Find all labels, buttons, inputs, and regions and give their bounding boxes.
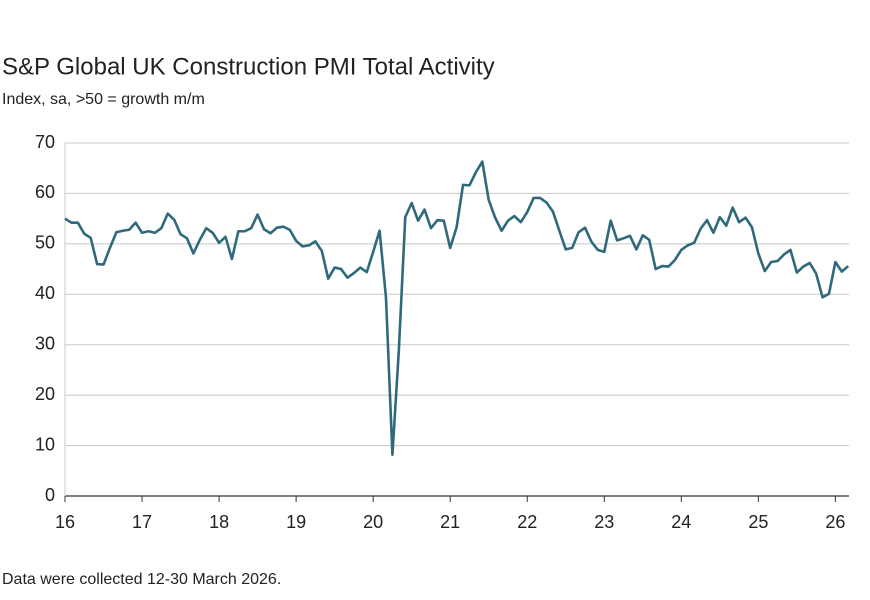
chart-subtitle: Index, sa, >50 = growth m/m	[2, 91, 205, 108]
y-tick-label: 40	[35, 283, 55, 303]
x-tick-label: 25	[748, 512, 768, 532]
y-tick-label: 10	[35, 434, 55, 454]
y-tick-label: 0	[45, 485, 55, 505]
y-tick-label: 50	[35, 233, 55, 253]
y-tick-label: 60	[35, 182, 55, 202]
x-tick-label: 17	[132, 512, 152, 532]
x-tick-label: 26	[825, 512, 845, 532]
y-tick-label: 20	[35, 384, 55, 404]
x-tick-label: 23	[594, 512, 614, 532]
data-line	[64, 160, 850, 456]
y-tick-label: 30	[35, 333, 55, 353]
x-tick-label: 19	[286, 512, 306, 532]
note: Data were collected 12-30 March 2026.	[2, 571, 281, 588]
x-tick-label: 24	[671, 512, 691, 532]
x-tick-label: 22	[517, 512, 537, 532]
x-tick-label: 16	[55, 512, 75, 532]
x-tick-label: 21	[440, 512, 460, 532]
x-tick-label: 20	[363, 512, 383, 532]
y-tick-label: 70	[35, 132, 55, 152]
x-tick-label: 18	[209, 512, 229, 532]
chart-title: S&P Global UK Construction PMI Total Act…	[2, 53, 495, 80]
